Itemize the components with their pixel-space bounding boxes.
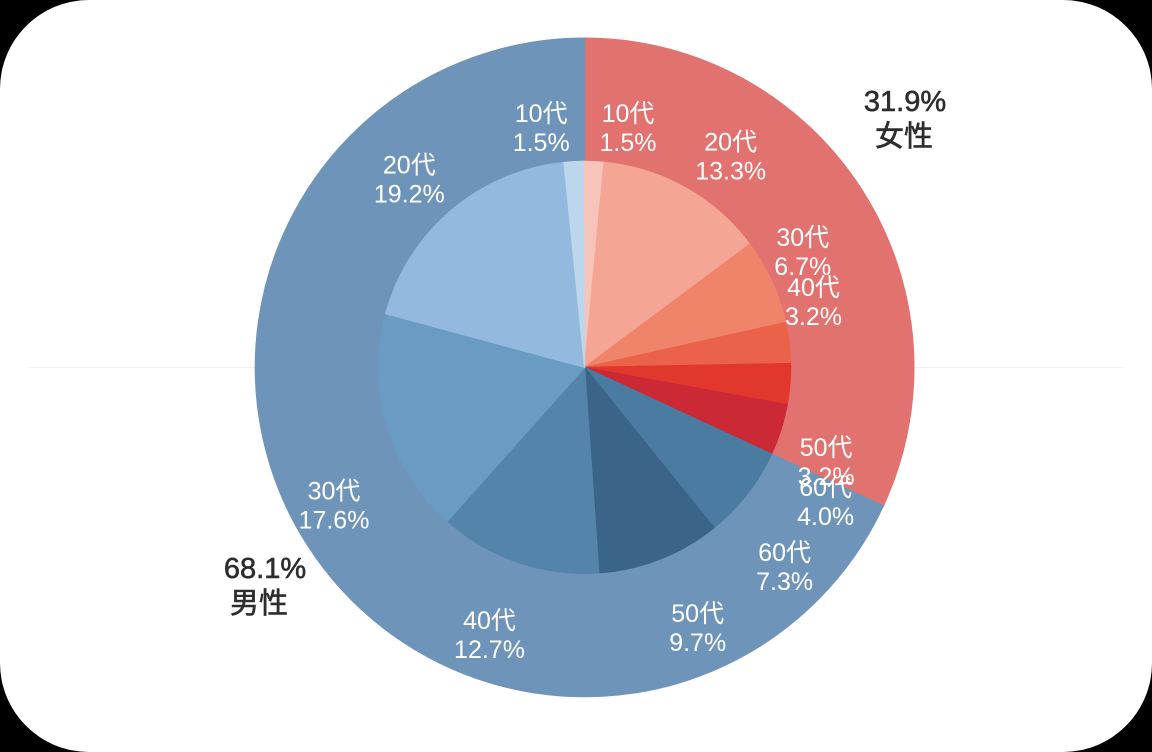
svg-text:40代: 40代 — [463, 607, 516, 635]
svg-text:10代: 10代 — [602, 100, 655, 128]
svg-text:20代: 20代 — [704, 129, 757, 157]
svg-text:40代: 40代 — [787, 274, 840, 302]
svg-text:9.7%: 9.7% — [669, 629, 726, 657]
svg-text:50代: 50代 — [800, 434, 853, 462]
svg-text:13.3%: 13.3% — [695, 158, 766, 186]
svg-text:50代: 50代 — [671, 600, 724, 628]
svg-text:17.6%: 17.6% — [299, 507, 370, 535]
svg-text:60代: 60代 — [758, 539, 811, 567]
svg-text:10代: 10代 — [515, 100, 568, 128]
svg-text:3.2%: 3.2% — [785, 303, 842, 331]
svg-text:20代: 20代 — [383, 151, 436, 179]
svg-text:女性: 女性 — [875, 120, 933, 153]
svg-text:7.3%: 7.3% — [756, 568, 813, 596]
svg-text:12.7%: 12.7% — [454, 636, 525, 664]
svg-text:60代: 60代 — [799, 474, 852, 502]
svg-text:4.0%: 4.0% — [797, 503, 854, 531]
svg-text:1.5%: 1.5% — [600, 129, 657, 157]
svg-text:30代: 30代 — [776, 224, 829, 252]
svg-text:30代: 30代 — [308, 478, 361, 506]
svg-text:31.9%: 31.9% — [864, 86, 946, 118]
svg-text:68.1%: 68.1% — [224, 553, 306, 585]
svg-text:男性: 男性 — [230, 587, 288, 620]
svg-text:19.2%: 19.2% — [374, 180, 445, 208]
svg-text:1.5%: 1.5% — [513, 129, 570, 157]
